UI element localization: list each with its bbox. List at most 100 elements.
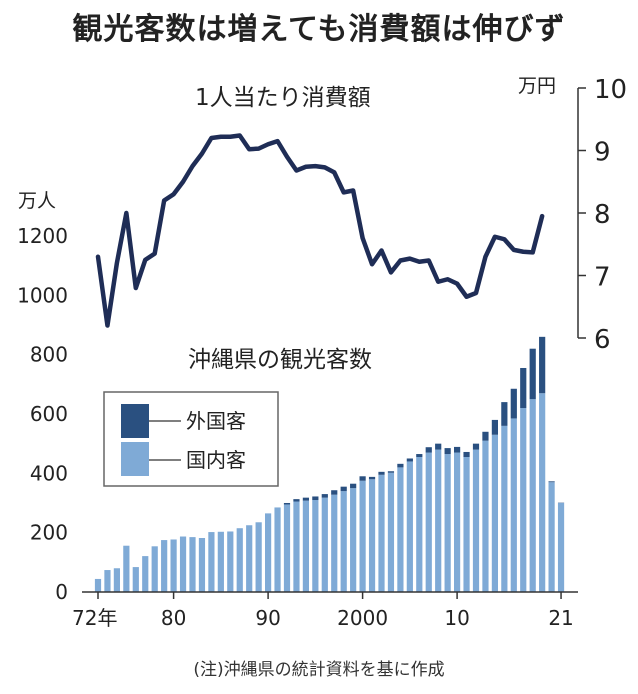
x-tick-label: 72年 [72,606,117,630]
bar-domestic [170,539,177,592]
bar-domestic [539,393,546,592]
legend-swatch-domestic [121,442,149,476]
bar-domestic [208,532,215,592]
left-tick-label: 400 [30,461,68,485]
bar-foreign [321,494,328,498]
right-axis-unit: 万円 [518,75,556,97]
bar-domestic [236,528,243,592]
bar-domestic [482,440,489,592]
bar-domestic [274,507,281,592]
visitor-bars [94,336,565,592]
spending-line-path [95,133,545,328]
left-tick-label: 1000 [17,283,68,307]
bar-domestic [113,568,120,592]
bar-domestic [94,578,102,592]
bar-domestic [444,454,451,592]
bar-domestic [189,537,196,592]
bar-foreign [539,336,546,394]
bar-domestic [510,418,517,592]
bar-domestic [161,540,168,592]
x-tick-label: 10 [444,606,469,630]
right-tick-label: 9 [594,138,611,168]
bar-domestic [142,556,149,592]
bar-domestic [454,452,461,592]
x-tick-label: 90 [255,606,280,630]
bar-foreign [416,454,423,458]
left-tick-label: 200 [30,521,68,545]
source-note: (注)沖縄県の統計資料を基に作成 [193,660,445,680]
left-axis-unit: 万人 [18,190,56,212]
bar-domestic [368,479,376,592]
bar-domestic [350,488,357,592]
bar-domestic [293,501,300,592]
bar-domestic [491,434,498,592]
spending-line [95,133,545,328]
right-tick-label: 8 [594,200,611,230]
bar-foreign [548,481,555,483]
bar-domestic [472,449,480,592]
bar-foreign [520,367,527,409]
bar-foreign [331,490,338,495]
bar-domestic [179,536,187,592]
bar-domestic [416,457,423,592]
line-chart-title: 1人当たり消費額 [195,85,371,111]
left-tick-label: 600 [30,402,68,426]
bar-foreign [529,348,536,400]
left-tick-label: 0 [55,580,68,604]
bar-foreign [510,388,517,419]
bar-domestic [425,452,432,592]
legend-swatch-foreign [121,404,149,438]
bar-domestic [463,457,470,592]
bar-domestic [283,504,291,592]
bar-foreign [378,471,385,475]
bar-foreign [491,419,498,435]
bar-domestic [387,472,395,592]
bar-foreign [312,496,319,501]
bar-chart-title: 沖縄県の観光客数 [188,347,372,373]
bar-foreign [463,451,470,458]
right-tick-label: 6 [594,325,611,355]
bar-domestic [227,531,234,592]
bar-domestic [132,567,139,592]
left-tick-label: 800 [30,343,68,367]
bar-foreign [350,483,357,489]
right-tick-label: 10 [594,75,627,105]
bar-domestic [557,502,565,592]
bar-foreign [501,402,508,426]
bar-domestic [397,467,404,592]
bar-foreign [444,448,451,455]
bar-domestic [340,491,347,592]
bar-foreign [425,447,432,453]
bar-foreign [387,471,395,473]
bar-foreign [406,458,413,462]
bar-domestic [501,425,508,592]
bar-foreign [293,499,300,502]
bar-domestic [378,474,385,592]
bar-domestic [198,538,206,592]
bar-domestic [406,461,413,592]
x-tick-label: 21 [548,606,573,630]
bar-domestic [520,408,527,592]
bar-foreign [435,443,442,450]
bar-domestic [217,531,224,592]
bar-domestic [151,546,158,592]
bar-foreign [283,502,291,505]
legend: 外国客 国内客 [103,391,279,487]
right-tick-label: 7 [594,263,611,293]
bar-foreign [482,431,489,441]
bar-domestic [321,497,328,592]
bar-domestic [548,482,555,592]
bar-domestic [246,525,253,592]
bar-domestic [435,449,442,592]
x-tick-label: 80 [161,606,186,630]
left-tick-label: 1200 [17,224,68,248]
bar-domestic [331,494,338,592]
bar-foreign [340,486,347,492]
bar-domestic [255,522,262,592]
bar-domestic [312,500,319,592]
bar-foreign [359,476,366,481]
bar-domestic [529,399,536,592]
bar-foreign [397,463,404,468]
bar-domestic [359,480,366,592]
